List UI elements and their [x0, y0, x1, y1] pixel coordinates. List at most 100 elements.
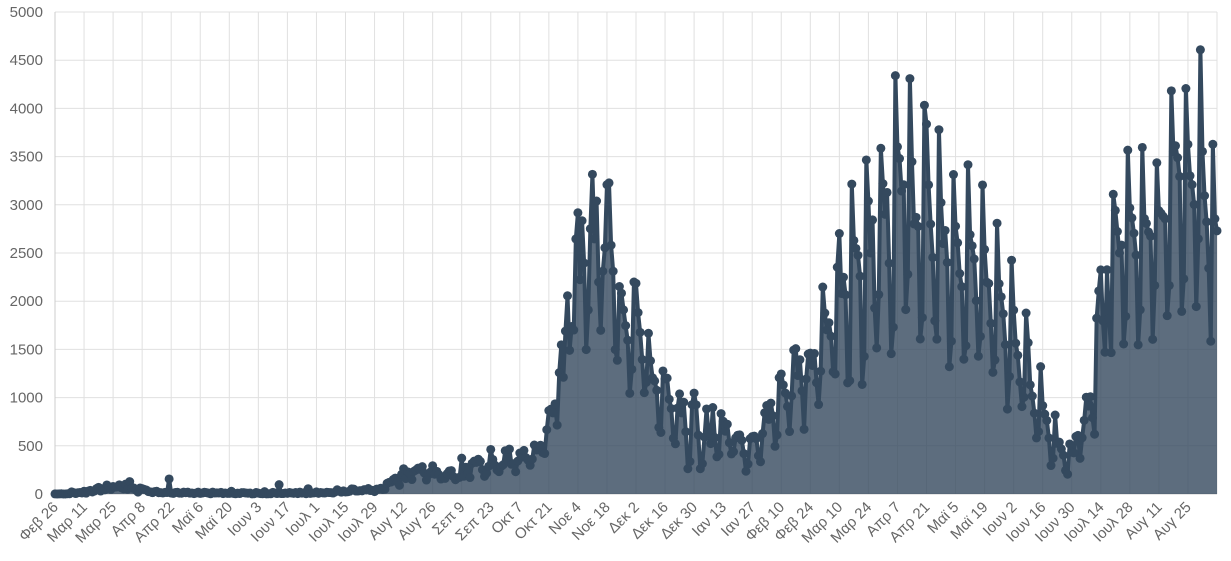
point [1009, 305, 1019, 315]
point [915, 334, 925, 344]
point [681, 427, 691, 437]
point [664, 394, 674, 404]
point [948, 170, 958, 180]
point [878, 179, 888, 189]
point [1036, 362, 1046, 372]
point [670, 439, 680, 449]
point [583, 305, 593, 315]
point [839, 272, 848, 282]
point [845, 376, 855, 386]
point [563, 291, 573, 301]
point [857, 379, 867, 389]
point [922, 119, 931, 129]
point [766, 398, 776, 408]
point [274, 480, 284, 490]
point [1119, 339, 1129, 349]
point [575, 275, 585, 285]
y-tick-label: 1000 [10, 390, 43, 407]
point [980, 244, 990, 254]
point [625, 388, 635, 398]
point [743, 459, 753, 469]
point [855, 271, 865, 281]
point [1034, 427, 1044, 437]
point [646, 356, 656, 366]
point [1121, 311, 1131, 321]
point [1029, 408, 1039, 418]
point [1212, 226, 1222, 236]
point [822, 325, 832, 335]
point [1106, 348, 1116, 358]
point [1077, 433, 1087, 443]
point [737, 435, 747, 445]
point [577, 216, 587, 226]
point [1038, 401, 1048, 411]
point [797, 386, 807, 396]
point [801, 374, 811, 384]
point [1137, 142, 1147, 152]
point [1063, 469, 1073, 479]
point [996, 292, 1006, 302]
point [930, 316, 940, 326]
point [579, 258, 589, 268]
point [1079, 415, 1089, 425]
point [998, 309, 1008, 319]
point [973, 351, 983, 361]
point [870, 303, 880, 313]
point [407, 475, 417, 485]
y-tick-label: 4500 [10, 52, 43, 69]
point [1090, 429, 1100, 439]
point [475, 456, 485, 466]
point [872, 343, 882, 353]
point [865, 248, 875, 258]
point [793, 371, 803, 381]
point [818, 282, 828, 292]
point [610, 345, 620, 355]
point [834, 229, 844, 239]
point [899, 180, 909, 190]
point [1117, 240, 1127, 250]
point [1185, 171, 1195, 181]
point [1019, 392, 1029, 402]
point [863, 196, 873, 206]
point [868, 215, 878, 225]
point [990, 355, 1000, 365]
point [942, 257, 952, 267]
point [739, 449, 749, 459]
point [573, 208, 583, 218]
point [1129, 228, 1139, 238]
point [992, 218, 1002, 228]
point [1110, 205, 1120, 215]
point [826, 331, 836, 341]
point [791, 344, 801, 354]
point [1164, 280, 1174, 290]
point [1021, 308, 1031, 318]
y-tick-label: 2500 [10, 245, 43, 262]
point [1065, 439, 1075, 449]
point [882, 187, 892, 197]
point [1135, 305, 1145, 315]
point [986, 318, 996, 328]
point [903, 269, 913, 279]
point [768, 411, 778, 421]
point [1162, 311, 1172, 321]
point [592, 196, 602, 206]
point [1141, 218, 1151, 228]
point [720, 426, 730, 436]
point [895, 154, 905, 164]
point [571, 234, 581, 244]
point [971, 296, 981, 306]
point [1054, 437, 1064, 447]
point [830, 369, 840, 379]
point [1112, 227, 1122, 237]
point [751, 434, 761, 444]
point [1173, 153, 1183, 163]
point [1027, 391, 1037, 401]
y-tick-label: 3000 [10, 197, 43, 214]
point [1085, 392, 1095, 402]
point [772, 430, 782, 440]
point [905, 74, 915, 84]
point [536, 440, 546, 450]
point [569, 325, 579, 335]
point [814, 400, 824, 410]
point [710, 433, 720, 443]
